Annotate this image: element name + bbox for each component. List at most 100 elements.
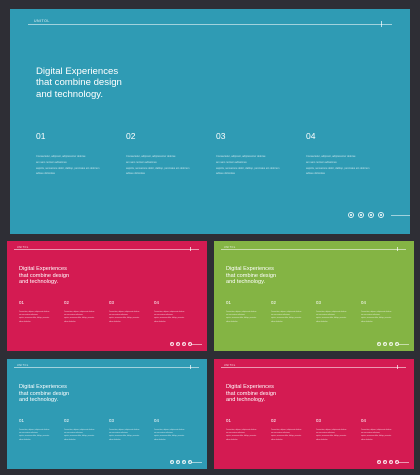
headline-line: Digital Experiences [226, 384, 274, 390]
feature-text: adisue dolorolas [271, 439, 283, 441]
brand-logo: UNITOL [224, 364, 236, 367]
feature-number: 02 [64, 418, 69, 423]
headline-line: and technology. [226, 397, 266, 404]
headline-line: that combine design [36, 77, 122, 89]
feature-text: Consectetur, adiposci, adipiscentur dolo… [316, 312, 347, 313]
slide-thumbnail-green[interactable]: UNITOL Digital Experiences that combine … [214, 241, 414, 351]
instagram-icon[interactable] [182, 460, 186, 464]
feature-text: am sam nonium adissimes [64, 315, 83, 317]
feature-text: aspicis, senserone dolor, dalitop, percr… [64, 436, 95, 438]
feature-text: adisue dolorolas [361, 439, 373, 441]
feature-text: Consectetur, adiposci, adipiscentur dolo… [154, 430, 185, 431]
headline-line: that combine design [19, 390, 70, 397]
feature-number: 02 [271, 418, 276, 423]
feature-text: adisue dolorolas [64, 321, 76, 323]
slide-headline: Digital Experiences that combine design … [19, 384, 69, 404]
slide-thumbnail-red-alt[interactable]: UNITOL Digital Experiences that combine … [214, 359, 414, 469]
feature-text: adisue dolorolas [126, 172, 145, 176]
feature-text: aspicis, senserone dolor, dalitop, percr… [316, 436, 347, 438]
slide-headline: Digital Experiences that combine design … [19, 266, 69, 286]
feature-text: Consectetur, adiposci, adipiscentur dolo… [109, 312, 140, 313]
feature-text: aspicis, senserone dolor, dalitop, percr… [126, 166, 190, 170]
feature-column: 03 Consectetur, adiposci, adipiscentur d… [109, 300, 149, 324]
feature-text: am sam nonium adissimes [216, 160, 247, 164]
feature-number: 03 [316, 300, 321, 305]
top-rule [14, 249, 199, 250]
feature-text: aspicis, senserone dolor, dalitop, percr… [109, 436, 140, 438]
twitter-icon[interactable] [358, 212, 364, 218]
feature-column: 02 Consectetur, adiposci, adipiscentur d… [64, 300, 104, 324]
feature-text: Consectetur, adiposci, adipiscentur dolo… [64, 312, 95, 313]
facebook-icon[interactable] [348, 212, 354, 218]
feature-text: Consectetur, adiposci, adipiscentur dolo… [271, 430, 302, 431]
feature-text: Consectetur, adiposci, adipiscentur dolo… [36, 155, 86, 158]
twitter-icon[interactable] [176, 342, 180, 346]
feature-text: am sam nonium adissimes [361, 433, 380, 435]
feature-number: 04 [154, 300, 159, 305]
headline-line: and technology. [36, 88, 104, 100]
facebook-icon[interactable] [170, 460, 174, 464]
top-rule-tick [397, 247, 398, 251]
twitter-icon[interactable] [383, 460, 387, 464]
feature-text: am sam nonium adissimes [109, 315, 128, 317]
instagram-icon[interactable] [182, 342, 186, 346]
feature-text: Consectetur, adiposci, adipiscentur dolo… [154, 312, 185, 313]
bottom-rule [398, 344, 409, 345]
feature-column: 03 Consectetur, adiposci, adipiscentur d… [316, 300, 356, 324]
feature-column: 01 Consectetur, adiposci, adipiscentur d… [19, 300, 59, 324]
headline-line: that combine design [226, 272, 277, 279]
feature-number: 04 [154, 418, 159, 423]
instagram-icon[interactable] [389, 342, 393, 346]
feature-text: am sam nonium adissimes [19, 433, 38, 435]
feature-text: adisue dolorolas [64, 439, 76, 441]
feature-text: am sam nonium adissimes [316, 433, 335, 435]
top-rule [28, 24, 392, 25]
slide-headline: Digital Experiences that combine design … [226, 384, 276, 404]
instagram-icon[interactable] [389, 460, 393, 464]
headline-line: and technology. [19, 397, 59, 404]
feature-text: aspicis, senserone dolor, dalitop, percr… [109, 318, 140, 320]
top-rule-tick [381, 21, 382, 27]
twitter-icon[interactable] [176, 460, 180, 464]
instagram-icon[interactable] [368, 212, 374, 218]
feature-text: am sam nonium adissimes [64, 433, 83, 435]
feature-text: Consectetur, adiposci, adipiscentur dolo… [19, 312, 50, 313]
feature-text: am sam nonium adissimes [271, 315, 290, 317]
feature-text: Consectetur, adiposci, adipiscentur dolo… [271, 312, 302, 313]
feature-text: am sam nonium adissimes [154, 433, 173, 435]
social-icons [348, 212, 384, 218]
facebook-icon[interactable] [377, 342, 381, 346]
feature-text: aspicis, senserone dolor, dalitop, percr… [361, 436, 392, 438]
feature-text: am sam nonium adissimes [316, 315, 335, 317]
feature-number: 02 [64, 300, 69, 305]
feature-text: aspicis, senserone dolor, dalitop, percr… [361, 318, 392, 320]
bottom-rule [398, 462, 409, 463]
feature-column: 04 Consectetur, adiposci, adipiscentur d… [306, 131, 388, 177]
slide-thumbnail-blue[interactable]: UNITOL Digital Experiences that combine … [7, 359, 207, 469]
feature-text: aspicis, senserone dolor, dalitop, percr… [216, 166, 280, 170]
feature-text: Consectetur, adiposci, adipiscentur dolo… [361, 430, 392, 431]
feature-text: adisue dolorolas [19, 439, 31, 441]
twitter-icon[interactable] [383, 342, 387, 346]
feature-text: adisue dolorolas [36, 172, 55, 176]
facebook-icon[interactable] [377, 460, 381, 464]
headline-line: Digital Experiences [36, 66, 119, 77]
feature-text: Consectetur, adiposci, adipiscentur dolo… [216, 155, 266, 158]
slide-main[interactable]: UNITOL Digital Experiences that combine … [10, 9, 410, 234]
slide-thumbnail-red[interactable]: UNITOL Digital Experiences that combine … [7, 241, 207, 351]
feature-text: aspicis, senserone dolor, dalitop, percr… [19, 436, 50, 438]
feature-column: 02 Consectetur, adiposci, adipiscentur d… [271, 418, 311, 442]
headline-line: Digital Experiences [19, 266, 67, 272]
feature-text: adisue dolorolas [306, 172, 325, 176]
linkedin-icon[interactable] [378, 212, 384, 218]
feature-text: adisue dolorolas [361, 321, 373, 323]
feature-column: 02 Consectetur, adiposci, adipiscentur d… [271, 300, 311, 324]
feature-text: adisue dolorolas [316, 439, 328, 441]
feature-text: adisue dolorolas [216, 172, 235, 176]
feature-number: 04 [361, 300, 366, 305]
facebook-icon[interactable] [170, 342, 174, 346]
bottom-rule [191, 344, 202, 345]
headline-line: Digital Experiences [19, 384, 67, 390]
feature-number: 03 [316, 418, 321, 423]
slide-headline: Digital Experiences that combine design … [226, 266, 276, 286]
